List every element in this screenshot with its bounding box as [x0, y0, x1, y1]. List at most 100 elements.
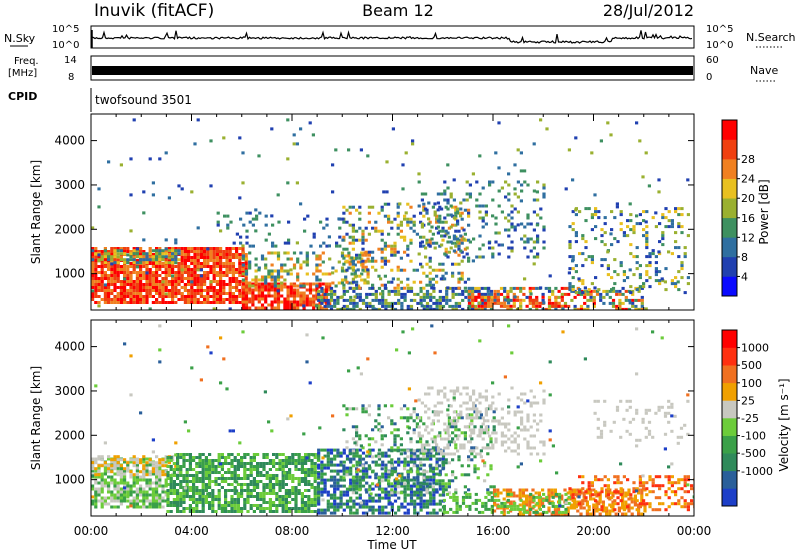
power-cell — [383, 202, 387, 206]
power-cell — [595, 292, 600, 296]
power-cell — [436, 208, 440, 212]
velocity-cell — [491, 395, 495, 399]
power-cell — [100, 271, 104, 274]
velocity-cell — [139, 461, 143, 465]
velocity-cell — [236, 504, 240, 507]
velocity-cell — [361, 464, 365, 468]
velocity-cell — [358, 469, 362, 473]
power-cell — [103, 261, 107, 265]
velocity-cell — [97, 457, 101, 461]
velocity-cell — [365, 475, 369, 479]
velocity-cell — [419, 461, 423, 465]
velocity-cell — [396, 428, 400, 432]
power-cell — [97, 205, 101, 209]
velocity-cell — [484, 410, 488, 414]
velocity-cell — [195, 486, 199, 489]
power-cell — [212, 274, 216, 277]
power-cell — [504, 228, 508, 232]
power-cell — [461, 298, 465, 302]
velocity-cell — [452, 452, 456, 456]
power-cell — [209, 280, 213, 284]
velocity-cell — [185, 459, 189, 462]
power-cell — [135, 283, 139, 286]
velocity-cell — [456, 419, 460, 423]
velocity-cell — [441, 490, 446, 494]
velocity-cell — [412, 410, 416, 414]
power-cell — [567, 292, 571, 296]
power-cell — [542, 301, 546, 305]
velocity-cell — [409, 490, 414, 494]
velocity-cell — [176, 462, 180, 465]
power-cell — [427, 222, 431, 226]
power-cell — [680, 231, 684, 235]
power-cell — [177, 249, 181, 253]
power-cell — [94, 259, 98, 262]
power-cell — [351, 265, 355, 269]
power-cell — [158, 255, 162, 259]
velocity-cell — [419, 496, 423, 500]
velocity-cell — [377, 455, 381, 459]
power-cell — [507, 301, 511, 305]
velocity-cell — [107, 496, 111, 500]
power-cell — [148, 286, 152, 289]
velocity-cell — [268, 477, 272, 480]
power-cell — [334, 269, 338, 273]
power-cell — [340, 278, 345, 282]
velocity-cell — [317, 451, 321, 455]
power-cell — [126, 253, 130, 257]
power-cell — [139, 295, 143, 298]
velocity-cell — [427, 407, 431, 411]
velocity-cell — [387, 479, 391, 483]
power-cell — [267, 285, 271, 289]
power-cell — [345, 220, 349, 224]
velocity-cell — [339, 478, 343, 482]
power-cell — [358, 205, 362, 209]
power-cell — [349, 307, 353, 310]
velocity-cell — [188, 453, 192, 456]
velocity-cell — [451, 458, 455, 462]
velocity-cell — [365, 469, 369, 473]
power-cell — [483, 301, 488, 305]
power-cell — [526, 240, 530, 244]
power-cell — [397, 301, 401, 305]
power-cell — [497, 189, 501, 193]
power-cell — [491, 180, 495, 184]
velocity-cell — [456, 386, 460, 390]
velocity-cell — [185, 480, 189, 483]
power-cell — [94, 265, 98, 268]
power-cell — [583, 289, 587, 293]
velocity-cell — [425, 425, 429, 429]
power-cell — [383, 244, 387, 248]
power-cell — [355, 304, 359, 308]
power-cell — [270, 288, 274, 292]
power-cell — [686, 213, 690, 217]
velocity-cell — [284, 477, 288, 480]
velocity-cell — [142, 464, 146, 468]
power-cell — [645, 270, 649, 274]
velocity-cell — [422, 463, 426, 467]
velocity-cell — [467, 464, 471, 468]
velocity-cell — [179, 465, 183, 468]
power-cell — [158, 292, 162, 295]
power-cell — [532, 228, 536, 232]
power-cell — [361, 229, 365, 233]
power-cell — [567, 271, 571, 275]
velocity-cell — [151, 502, 155, 506]
velocity-cell — [284, 471, 288, 474]
power-cell — [526, 222, 530, 226]
power-cell — [91, 253, 95, 256]
power-cell — [336, 295, 340, 299]
power-cell — [296, 275, 300, 279]
power-cell — [674, 282, 678, 286]
power-cell — [379, 277, 383, 281]
power-cell — [167, 274, 171, 277]
velocity-cell — [233, 471, 237, 474]
power-cell — [371, 283, 375, 287]
velocity-cell — [374, 419, 378, 423]
velocity-cell — [214, 471, 218, 474]
power-cell — [267, 303, 271, 307]
velocity-cell — [110, 464, 114, 468]
velocity-cell — [103, 499, 107, 503]
power-cell — [374, 298, 378, 302]
velocity-cell — [195, 456, 199, 459]
